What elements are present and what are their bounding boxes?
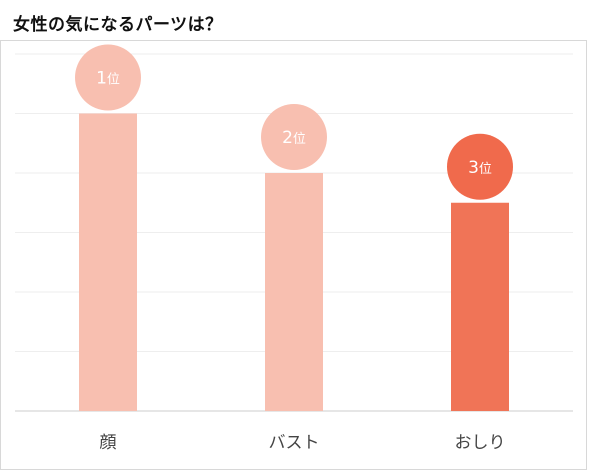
rank-number: 1 (96, 69, 107, 89)
rank-suffix: 位 (107, 73, 120, 88)
rank-number: 3 (468, 158, 479, 178)
rank-badge-1 (75, 44, 141, 111)
rank-badge-3 (447, 133, 513, 200)
chart-title: 女性の気になるパーツは？ (13, 15, 223, 35)
rank-label-3: 3位 (468, 158, 492, 178)
bar-1 (79, 113, 137, 411)
category-labels: 顔 バスト おしり (100, 433, 506, 453)
rank-label-2: 2位 (282, 128, 306, 148)
rank-number: 2 (282, 128, 293, 148)
category-label-2: バスト (269, 433, 320, 453)
category-label-3: おしり (455, 433, 506, 453)
bar-3 (451, 202, 509, 411)
rank-label-1: 1位 (96, 69, 120, 89)
category-label-1: 顔 (100, 433, 117, 453)
rank-suffix: 位 (479, 162, 492, 177)
bar-2 (265, 173, 323, 411)
rank-badge-2 (261, 104, 327, 170)
rank-suffix: 位 (293, 132, 306, 147)
